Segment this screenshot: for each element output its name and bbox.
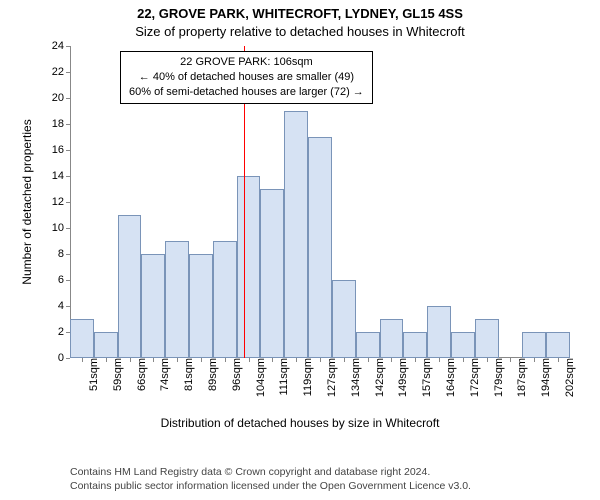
- x-tick-label: 172sqm: [463, 358, 481, 397]
- y-tick-label: 0: [58, 352, 70, 364]
- histogram-bar: [189, 254, 213, 358]
- histogram-bar: [165, 241, 189, 358]
- histogram-bar: [118, 215, 142, 358]
- x-tick-label: 81sqm: [177, 358, 195, 391]
- histogram-bar: [308, 137, 332, 358]
- y-axis-title: Number of detached properties: [20, 119, 34, 284]
- x-tick-label: 157sqm: [415, 358, 433, 397]
- x-tick-label: 111sqm: [272, 358, 290, 396]
- x-tick-label: 149sqm: [391, 358, 409, 397]
- annotation-box: 22 GROVE PARK: 106sqm ← 40% of detached …: [120, 51, 373, 104]
- x-tick-label: 179sqm: [487, 358, 505, 397]
- histogram-bar: [475, 319, 499, 358]
- histogram-bar: [141, 254, 165, 358]
- x-tick-label: 66sqm: [130, 358, 148, 391]
- x-tick-label: 96sqm: [225, 358, 243, 391]
- histogram-bar: [332, 280, 356, 358]
- y-tick-label: 8: [58, 248, 70, 260]
- histogram-bar: [213, 241, 237, 358]
- y-tick-label: 24: [52, 40, 70, 52]
- annotation-line-3: 60% of semi-detached houses are larger (…: [129, 85, 364, 100]
- x-tick-label: 74sqm: [153, 358, 171, 391]
- x-tick-label: 119sqm: [296, 358, 314, 396]
- histogram-bar: [260, 189, 284, 358]
- x-tick-label: 142sqm: [368, 358, 386, 397]
- x-tick-label: 59sqm: [106, 358, 124, 391]
- annotation-line-2: ← 40% of detached houses are smaller (49…: [129, 70, 364, 85]
- y-tick-label: 2: [58, 326, 70, 338]
- y-tick-label: 10: [52, 222, 70, 234]
- y-tick-label: 6: [58, 274, 70, 286]
- y-tick-label: 14: [52, 170, 70, 182]
- histogram-bar: [403, 332, 427, 358]
- y-tick-label: 12: [52, 196, 70, 208]
- y-tick-label: 4: [58, 300, 70, 312]
- x-tick-label: 104sqm: [249, 358, 267, 397]
- x-tick-label: 164sqm: [439, 358, 457, 397]
- y-tick-label: 18: [52, 118, 70, 130]
- histogram-bar: [94, 332, 118, 358]
- x-tick-label: 134sqm: [344, 358, 362, 397]
- histogram-bar: [284, 111, 308, 358]
- chart-title: 22, GROVE PARK, WHITECROFT, LYDNEY, GL15…: [0, 6, 600, 21]
- histogram-bar: [237, 176, 261, 358]
- x-tick-label: 187sqm: [510, 358, 528, 397]
- footer-line-2: Contains public sector information licen…: [70, 480, 471, 492]
- chart-subtitle: Size of property relative to detached ho…: [0, 24, 600, 39]
- y-tick-label: 20: [52, 92, 70, 104]
- histogram-bar: [522, 332, 546, 358]
- y-tick-label: 22: [52, 66, 70, 78]
- y-tick-label: 16: [52, 144, 70, 156]
- x-axis-title: Distribution of detached houses by size …: [0, 416, 600, 430]
- x-tick-label: 127sqm: [320, 358, 338, 397]
- x-tick-label: 51sqm: [82, 358, 100, 391]
- x-tick-label: 202sqm: [558, 358, 576, 397]
- histogram-bar: [546, 332, 570, 358]
- x-tick-label: 194sqm: [534, 358, 552, 397]
- histogram-bar: [380, 319, 404, 358]
- histogram-bar: [451, 332, 475, 358]
- histogram-bar: [70, 319, 94, 358]
- x-tick-label: 89sqm: [201, 358, 219, 391]
- annotation-line-1: 22 GROVE PARK: 106sqm: [129, 55, 364, 70]
- histogram-bar: [427, 306, 451, 358]
- histogram-bar: [356, 332, 380, 358]
- footer-line-1: Contains HM Land Registry data © Crown c…: [70, 466, 430, 478]
